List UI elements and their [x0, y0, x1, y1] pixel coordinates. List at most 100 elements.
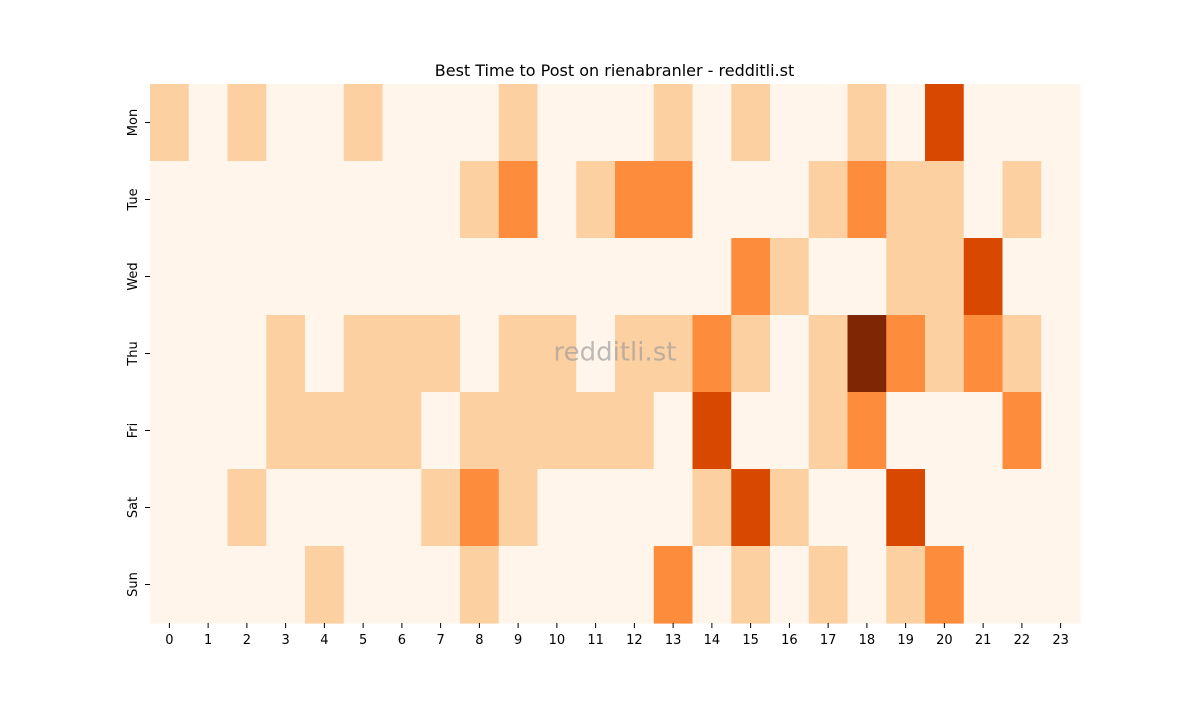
heatmap-cell [460, 161, 500, 239]
heatmap-cell [188, 469, 229, 547]
heatmap-cell [150, 84, 190, 162]
heatmap-cell [188, 84, 229, 162]
heatmap-cell [886, 392, 926, 470]
heatmap-cell [1002, 315, 1042, 393]
heatmap-cell [305, 238, 345, 316]
heatmap-cell [692, 238, 732, 316]
heatmap-cell [343, 392, 384, 470]
heatmap-cell [498, 546, 539, 624]
heatmap-cell [537, 546, 577, 624]
heatmap-cell [537, 469, 577, 547]
heatmap-cell [1041, 392, 1081, 470]
heatmap-cell [615, 469, 655, 547]
watermark: redditli.st [554, 338, 677, 368]
heatmap-cell [150, 546, 190, 624]
heatmap-cell [1002, 84, 1042, 162]
heatmap-cell [266, 84, 306, 162]
heatmap-cell [537, 161, 577, 239]
heatmap-cell [653, 469, 694, 547]
heatmap-cell [227, 546, 267, 624]
heatmap-cell [421, 161, 461, 239]
x-tick-label: 10 [549, 633, 566, 648]
heatmap-cell [770, 161, 810, 239]
heatmap-cell [963, 315, 1004, 393]
heatmap-cell [808, 238, 849, 316]
x-tick-label: 9 [514, 633, 522, 648]
heatmap-cell [460, 238, 500, 316]
heatmap-cells [150, 84, 1081, 624]
heatmap-cell [460, 469, 500, 547]
heatmap-cell [925, 546, 965, 624]
heatmap-cell [1002, 238, 1042, 316]
heatmap-cell [615, 315, 655, 393]
heatmap-cell [615, 84, 655, 162]
heatmap-cell [343, 161, 384, 239]
heatmap-cell [808, 315, 849, 393]
heatmap-cell [692, 546, 732, 624]
heatmap-cell [847, 84, 887, 162]
heatmap-cell [382, 315, 422, 393]
heatmap-cell [692, 84, 732, 162]
heatmap-cell [498, 392, 539, 470]
heatmap-cell [731, 238, 771, 316]
x-tick-label: 15 [742, 633, 759, 648]
y-tick-label: Thu [126, 341, 141, 366]
heatmap-cell [692, 469, 732, 547]
heatmap-cell [770, 546, 810, 624]
heatmap-cell [925, 84, 965, 162]
heatmap-cell [343, 469, 384, 547]
heatmap-cell [615, 392, 655, 470]
x-tick-label: 8 [475, 633, 483, 648]
heatmap-cell [963, 546, 1004, 624]
heatmap-cell [266, 469, 306, 547]
x-tick-label: 3 [281, 633, 289, 648]
heatmap-cell [653, 392, 694, 470]
heatmap-cell [150, 469, 190, 547]
chart-title: Best Time to Post on rienabranler - redd… [435, 61, 794, 80]
heatmap-cell [808, 84, 849, 162]
x-tick-label: 20 [936, 633, 953, 648]
heatmap-cell [188, 392, 229, 470]
heatmap-cell [343, 315, 384, 393]
heatmap-cell [886, 546, 926, 624]
x-tick-label: 21 [975, 633, 992, 648]
y-tick-label: Wed [126, 262, 141, 290]
heatmap-cell [498, 315, 539, 393]
heatmap-cell [692, 161, 732, 239]
heatmap-cell [770, 84, 810, 162]
heatmap-cell [1041, 238, 1081, 316]
heatmap-cell [227, 315, 267, 393]
heatmap-cell [692, 315, 732, 393]
y-axis: Mon Tue Wed Thu Fri Sat Sun [126, 109, 150, 597]
heatmap-cell [305, 392, 345, 470]
x-tick-label: 4 [320, 633, 328, 648]
heatmap-cell [1002, 469, 1042, 547]
heatmap-cell [188, 161, 229, 239]
x-tick-label: 6 [398, 633, 406, 648]
heatmap-cell [808, 161, 849, 239]
heatmap-cell [343, 238, 384, 316]
heatmap-cell [731, 546, 771, 624]
heatmap-cell [692, 392, 732, 470]
heatmap-cell [925, 469, 965, 547]
heatmap-cell [1002, 546, 1042, 624]
heatmap-cell [421, 469, 461, 547]
x-tick-label: 12 [626, 633, 643, 648]
heatmap-cell [770, 238, 810, 316]
heatmap-cell [886, 161, 926, 239]
heatmap-cell [925, 161, 965, 239]
heatmap-cell [847, 238, 887, 316]
x-tick-label: 18 [859, 633, 876, 648]
heatmap-cell [382, 392, 422, 470]
heatmap-cell [731, 84, 771, 162]
heatmap-cell [847, 161, 887, 239]
heatmap-cell [1041, 469, 1081, 547]
heatmap-cell [653, 546, 694, 624]
heatmap-cell [653, 315, 694, 393]
x-tick-label: 0 [165, 633, 173, 648]
heatmap-cell [343, 84, 384, 162]
heatmap-cell [770, 315, 810, 393]
heatmap-cell [576, 469, 616, 547]
